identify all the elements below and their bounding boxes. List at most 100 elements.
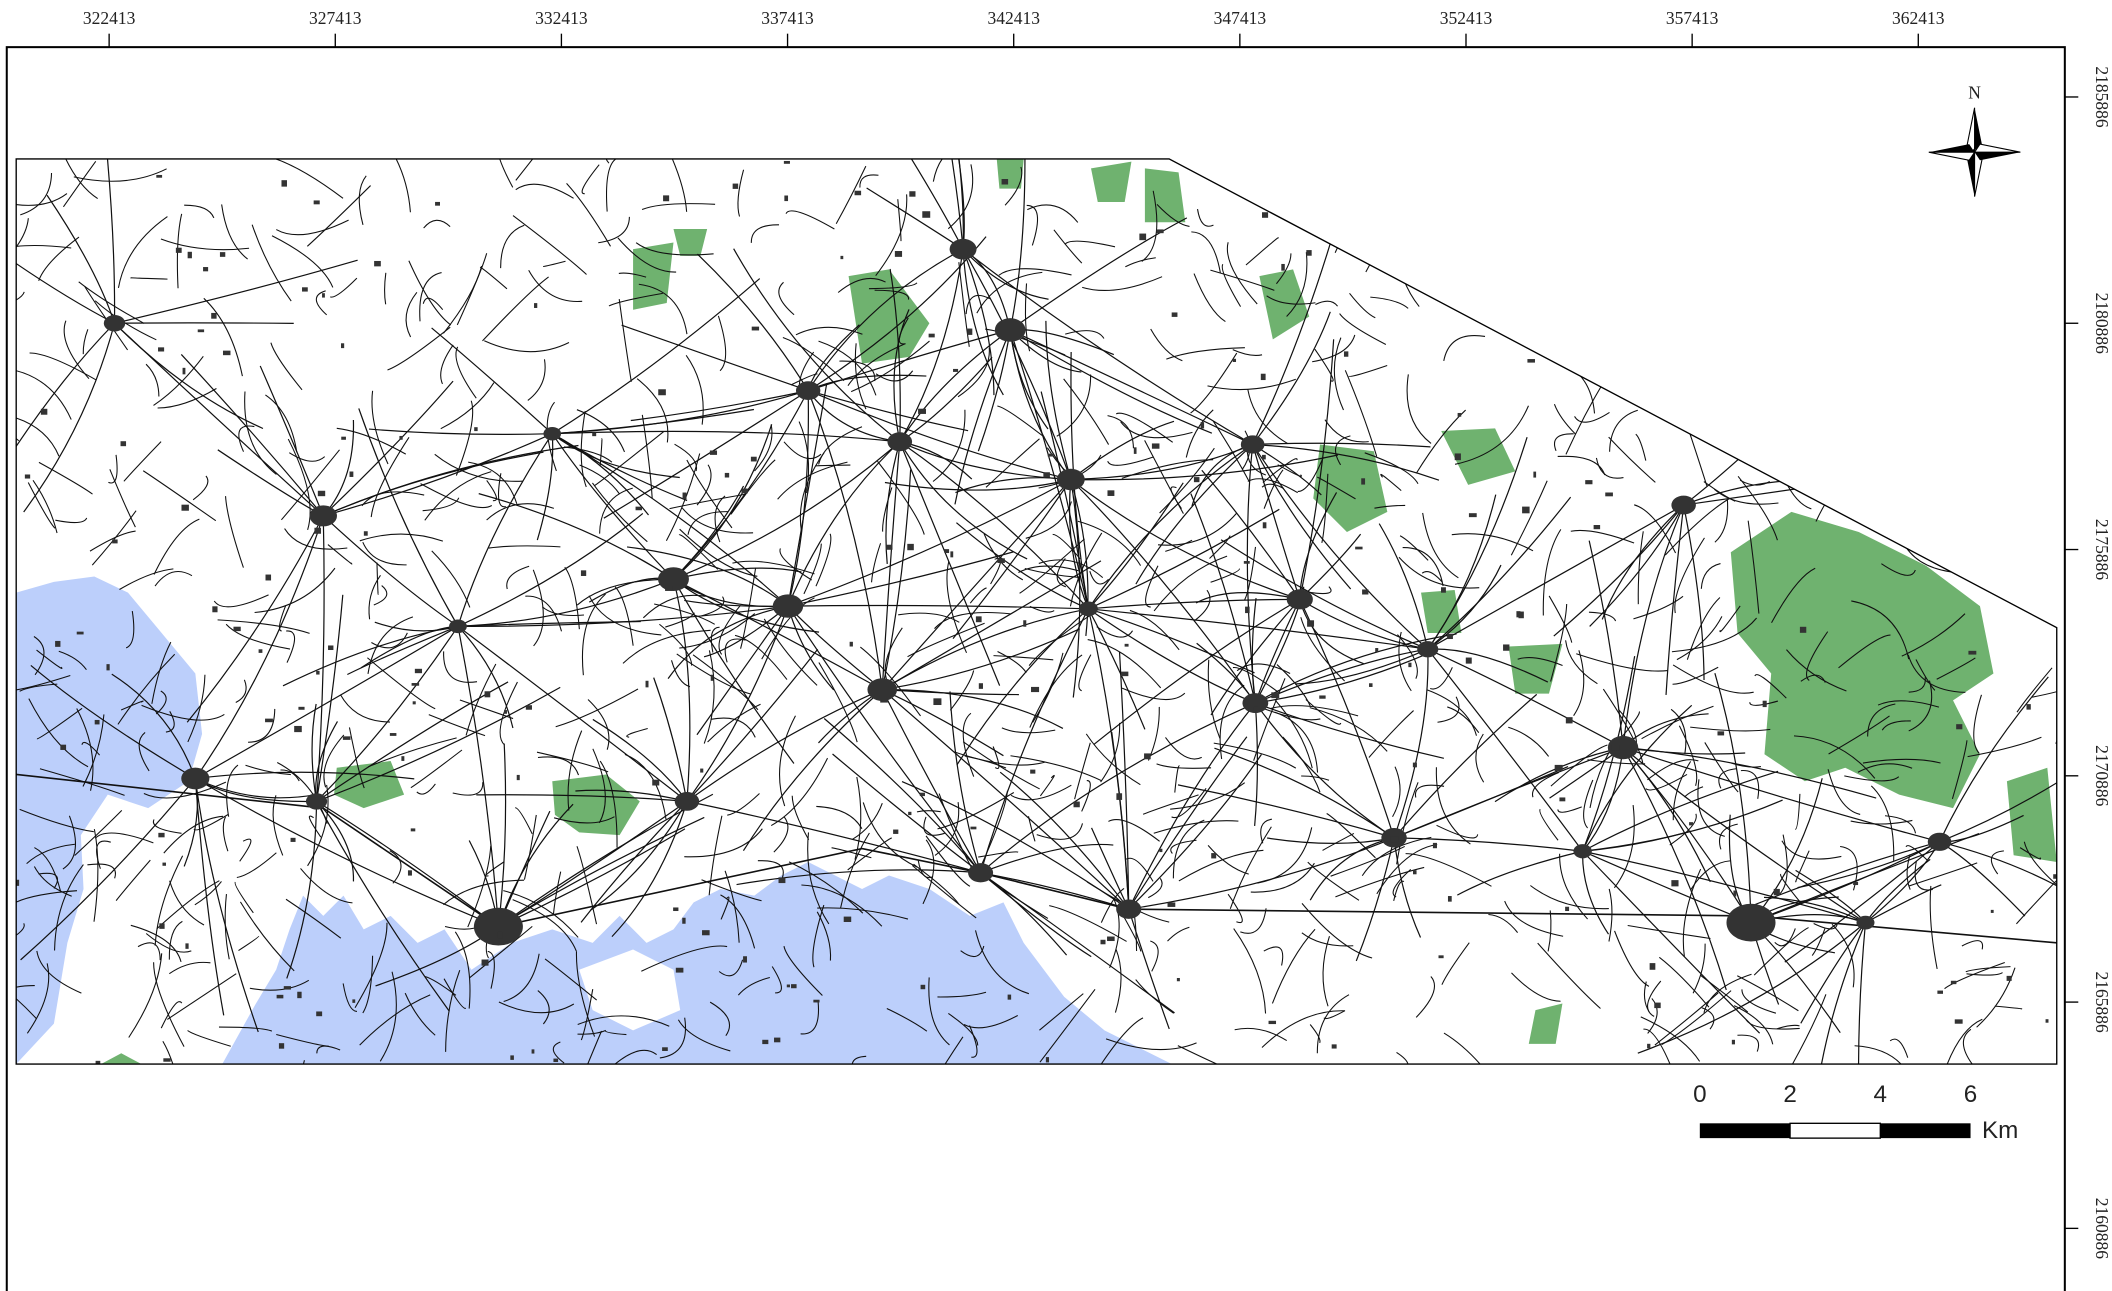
road — [1063, 378, 1110, 445]
road — [999, 771, 1130, 910]
road — [783, 441, 822, 460]
settlement — [1232, 358, 1237, 362]
road — [1009, 217, 1188, 331]
road — [1715, 171, 1785, 186]
road — [311, 703, 318, 802]
road — [1966, 972, 2003, 976]
road — [1147, 706, 1160, 761]
settlement — [1689, 822, 1694, 826]
road — [251, 224, 292, 302]
road — [1212, 420, 1250, 481]
settlement — [1073, 801, 1080, 808]
road — [23, 323, 116, 513]
road — [541, 606, 585, 616]
scale-label: 6 — [1964, 1081, 1977, 1108]
road — [368, 575, 381, 620]
settlement — [474, 427, 478, 432]
road — [980, 843, 1114, 874]
settlement — [762, 1039, 769, 1045]
road — [1941, 1018, 1983, 1065]
road — [1247, 389, 1289, 445]
road — [1190, 352, 1238, 414]
road — [1455, 237, 1495, 320]
road — [679, 528, 758, 577]
settlement — [580, 570, 587, 576]
road — [482, 276, 549, 342]
settlement — [156, 174, 163, 178]
road — [1582, 850, 1866, 924]
map-boundary — [15, 158, 2058, 1065]
x-tick-label: 327413 — [309, 8, 362, 28]
road — [1619, 711, 1640, 740]
road — [1070, 454, 1339, 481]
road — [866, 187, 964, 250]
road — [1088, 608, 1255, 674]
road — [1745, 1019, 1800, 1030]
road — [1725, 257, 1785, 287]
road — [1070, 479, 1300, 600]
road — [1300, 617, 1345, 682]
settlement — [1355, 546, 1363, 550]
road — [1307, 861, 1360, 901]
settlement — [658, 389, 666, 396]
settlement — [1672, 228, 1681, 232]
road — [224, 894, 230, 960]
road — [33, 866, 72, 897]
road — [454, 931, 471, 1009]
settlement — [1559, 797, 1566, 802]
road — [807, 832, 830, 925]
road — [327, 544, 353, 565]
settlement — [516, 774, 520, 781]
road — [839, 360, 876, 382]
road — [1414, 784, 1445, 798]
road — [1582, 799, 1783, 852]
settlement — [978, 683, 983, 689]
road — [117, 216, 168, 288]
road — [130, 924, 182, 963]
road — [422, 297, 444, 311]
road — [854, 343, 867, 410]
road — [1193, 273, 1226, 323]
road — [1456, 213, 1495, 245]
road — [1905, 845, 1928, 861]
road — [1553, 433, 1574, 451]
road — [1437, 696, 1460, 723]
road — [29, 352, 97, 381]
settlement — [297, 991, 302, 999]
road — [271, 235, 334, 288]
road — [443, 978, 467, 1009]
road — [1647, 998, 1658, 1034]
road — [1260, 818, 1272, 844]
road — [1002, 889, 1049, 919]
road — [284, 528, 348, 550]
road — [1965, 966, 2011, 973]
road — [962, 248, 1072, 480]
road — [300, 868, 353, 904]
road — [1828, 715, 1890, 755]
road — [916, 810, 941, 813]
road — [1939, 488, 1997, 494]
road — [1622, 747, 1866, 924]
settlement — [1031, 686, 1040, 693]
x-ticks: 322413 327413 332413 337413 342413 347413 3524… — [83, 8, 1945, 48]
road — [1557, 455, 1606, 476]
road — [1282, 736, 1321, 793]
settlement — [182, 367, 186, 375]
road — [1908, 677, 1926, 693]
road — [1077, 520, 1142, 566]
road — [176, 213, 183, 289]
road — [1914, 860, 1933, 891]
road — [1254, 599, 1301, 704]
settlement — [1408, 662, 1412, 668]
road — [701, 879, 762, 902]
town — [1286, 589, 1313, 610]
road — [141, 704, 225, 721]
road — [1107, 456, 1154, 466]
road — [979, 790, 1009, 869]
settlement — [1990, 909, 1994, 913]
road — [1714, 673, 1752, 923]
road — [1583, 779, 1594, 829]
road — [1297, 456, 1324, 492]
road — [551, 433, 674, 580]
